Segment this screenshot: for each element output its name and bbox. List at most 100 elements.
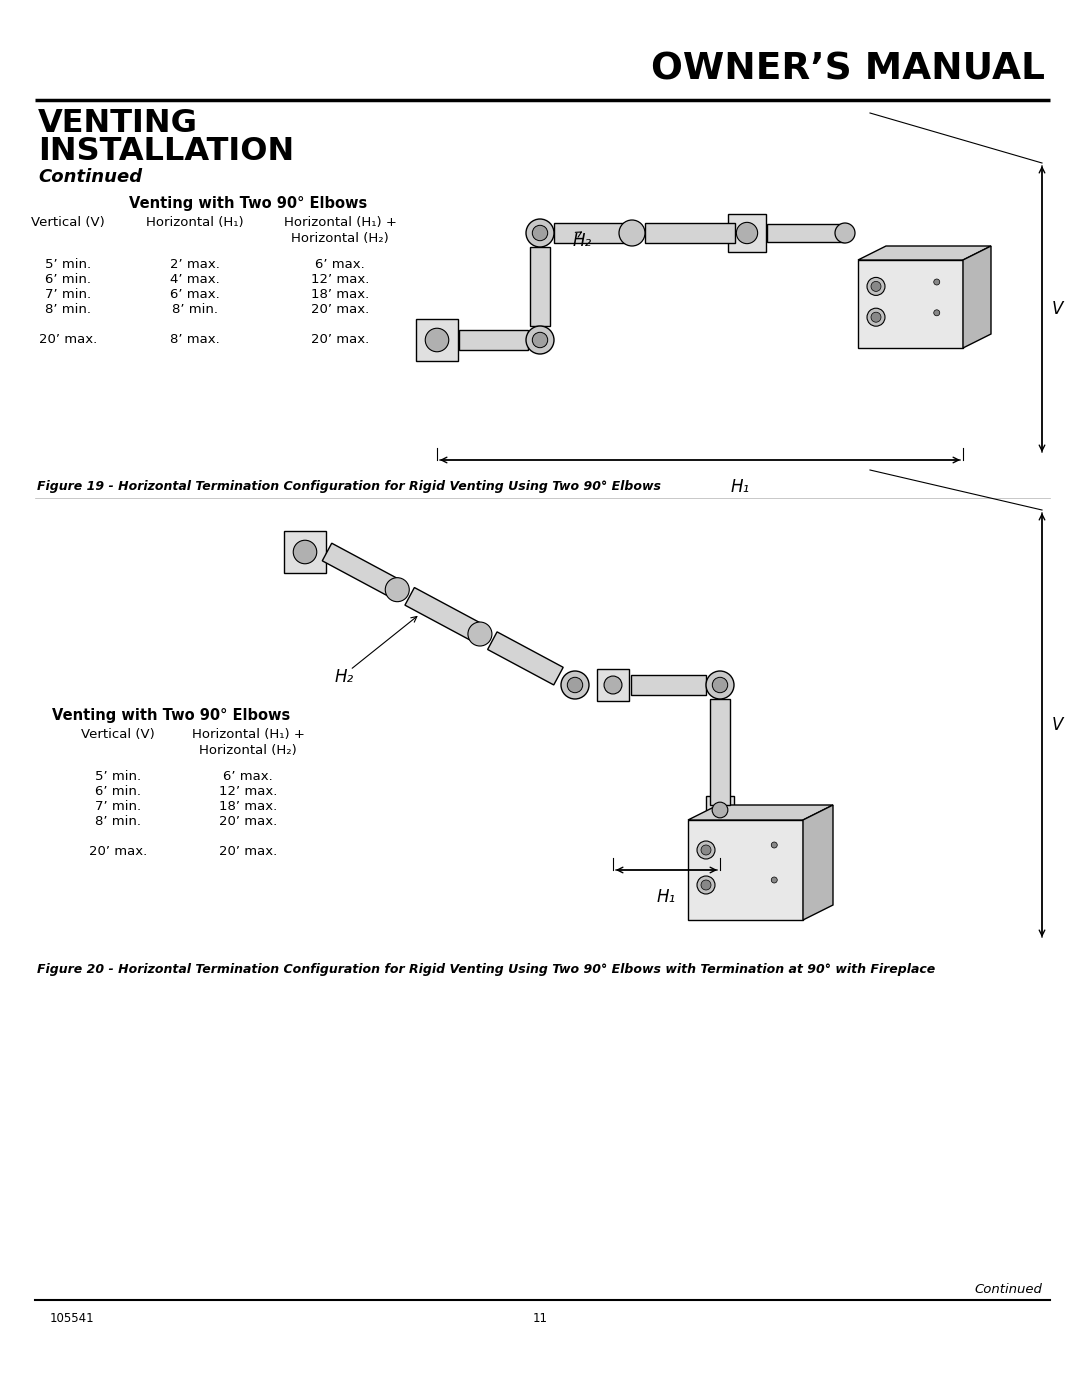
Text: 6’ min.: 6’ min. bbox=[95, 785, 141, 798]
Circle shape bbox=[526, 326, 554, 353]
Text: 5’ min.: 5’ min. bbox=[45, 258, 91, 271]
Circle shape bbox=[934, 310, 940, 316]
Text: Venting with Two 90° Elbows: Venting with Two 90° Elbows bbox=[52, 708, 291, 724]
Text: 105541: 105541 bbox=[50, 1312, 95, 1324]
Circle shape bbox=[712, 802, 728, 817]
Polygon shape bbox=[710, 698, 730, 805]
Text: 20’ max.: 20’ max. bbox=[311, 332, 369, 346]
Text: Horizontal (H₁): Horizontal (H₁) bbox=[146, 217, 244, 229]
Circle shape bbox=[867, 309, 885, 327]
Polygon shape bbox=[963, 246, 991, 348]
Text: 2’ max.: 2’ max. bbox=[170, 258, 220, 271]
Text: 20’ max.: 20’ max. bbox=[89, 845, 147, 858]
Polygon shape bbox=[459, 330, 528, 351]
Circle shape bbox=[697, 841, 715, 859]
Circle shape bbox=[619, 219, 645, 246]
Polygon shape bbox=[597, 669, 629, 701]
Text: 18’ max.: 18’ max. bbox=[219, 800, 278, 813]
Text: 6’ max.: 6’ max. bbox=[315, 258, 365, 271]
Polygon shape bbox=[858, 246, 991, 260]
Text: 6’ max.: 6’ max. bbox=[171, 288, 220, 300]
Text: 20’ max.: 20’ max. bbox=[311, 303, 369, 316]
Text: Venting with Two 90° Elbows: Venting with Two 90° Elbows bbox=[129, 196, 367, 211]
Text: INSTALLATION: INSTALLATION bbox=[38, 136, 294, 168]
Text: Figure 19 - Horizontal Termination Configuration for Rigid Venting Using Two 90°: Figure 19 - Horizontal Termination Confi… bbox=[37, 481, 661, 493]
Text: Horizontal (H₂): Horizontal (H₂) bbox=[292, 232, 389, 244]
Text: H₁: H₁ bbox=[657, 888, 676, 907]
Circle shape bbox=[701, 845, 711, 855]
Circle shape bbox=[867, 278, 885, 295]
Circle shape bbox=[870, 281, 881, 292]
Text: 6’ min.: 6’ min. bbox=[45, 272, 91, 286]
Text: 8’ min.: 8’ min. bbox=[45, 303, 91, 316]
Text: H₁: H₁ bbox=[730, 478, 750, 496]
Circle shape bbox=[835, 224, 855, 243]
Text: V: V bbox=[1052, 300, 1064, 319]
Circle shape bbox=[702, 842, 708, 848]
Circle shape bbox=[713, 678, 728, 693]
Circle shape bbox=[870, 310, 877, 316]
Circle shape bbox=[701, 880, 711, 890]
Polygon shape bbox=[487, 631, 563, 685]
Text: 8’ min.: 8’ min. bbox=[172, 303, 218, 316]
Circle shape bbox=[526, 219, 554, 247]
Text: H₂: H₂ bbox=[573, 232, 592, 250]
Circle shape bbox=[737, 222, 758, 243]
Circle shape bbox=[697, 876, 715, 894]
Text: 18’ max.: 18’ max. bbox=[311, 288, 369, 300]
Polygon shape bbox=[530, 247, 550, 326]
Text: Horizontal (H₂): Horizontal (H₂) bbox=[199, 745, 297, 757]
Circle shape bbox=[386, 578, 409, 602]
Text: H₂: H₂ bbox=[335, 668, 354, 686]
Circle shape bbox=[870, 312, 881, 323]
Polygon shape bbox=[322, 543, 397, 597]
Polygon shape bbox=[767, 224, 845, 242]
Circle shape bbox=[567, 678, 583, 693]
Text: OWNER’S MANUAL: OWNER’S MANUAL bbox=[651, 52, 1045, 88]
Polygon shape bbox=[554, 224, 630, 243]
Text: V: V bbox=[1052, 717, 1064, 733]
Text: 5’ min.: 5’ min. bbox=[95, 770, 141, 782]
Polygon shape bbox=[405, 588, 481, 641]
Circle shape bbox=[771, 842, 778, 848]
Circle shape bbox=[426, 328, 449, 352]
Polygon shape bbox=[728, 214, 766, 251]
Text: 12’ max.: 12’ max. bbox=[311, 272, 369, 286]
Polygon shape bbox=[706, 796, 734, 824]
Text: Horizontal (H₁) +: Horizontal (H₁) + bbox=[284, 217, 396, 229]
Polygon shape bbox=[416, 319, 458, 360]
Polygon shape bbox=[804, 805, 833, 921]
Polygon shape bbox=[688, 805, 833, 820]
Circle shape bbox=[934, 279, 940, 285]
Text: 8’ max.: 8’ max. bbox=[171, 332, 220, 346]
Text: 20’ max.: 20’ max. bbox=[219, 845, 278, 858]
Circle shape bbox=[532, 225, 548, 240]
Text: 7’ min.: 7’ min. bbox=[45, 288, 91, 300]
Text: 20’ max.: 20’ max. bbox=[219, 814, 278, 828]
Circle shape bbox=[532, 332, 548, 348]
Circle shape bbox=[706, 671, 734, 698]
Polygon shape bbox=[858, 260, 963, 348]
Circle shape bbox=[870, 279, 877, 285]
Polygon shape bbox=[284, 531, 326, 573]
Text: VENTING: VENTING bbox=[38, 108, 198, 138]
Text: Continued: Continued bbox=[38, 168, 143, 186]
Text: 8’ min.: 8’ min. bbox=[95, 814, 141, 828]
Polygon shape bbox=[645, 224, 735, 243]
Text: 7’ min.: 7’ min. bbox=[95, 800, 141, 813]
Text: Figure 20 - Horizontal Termination Configuration for Rigid Venting Using Two 90°: Figure 20 - Horizontal Termination Confi… bbox=[37, 963, 935, 977]
Text: Horizontal (H₁) +: Horizontal (H₁) + bbox=[191, 728, 305, 740]
Text: 12’ max.: 12’ max. bbox=[219, 785, 278, 798]
Text: 11: 11 bbox=[532, 1312, 548, 1324]
Text: Continued: Continued bbox=[974, 1282, 1042, 1296]
Circle shape bbox=[468, 622, 491, 645]
Text: 20’ max.: 20’ max. bbox=[39, 332, 97, 346]
Circle shape bbox=[702, 877, 708, 883]
Circle shape bbox=[771, 877, 778, 883]
Text: 6’ max.: 6’ max. bbox=[224, 770, 273, 782]
Polygon shape bbox=[631, 675, 706, 694]
Text: Vertical (V): Vertical (V) bbox=[31, 217, 105, 229]
Circle shape bbox=[604, 676, 622, 694]
Circle shape bbox=[561, 671, 589, 698]
Polygon shape bbox=[688, 820, 804, 921]
